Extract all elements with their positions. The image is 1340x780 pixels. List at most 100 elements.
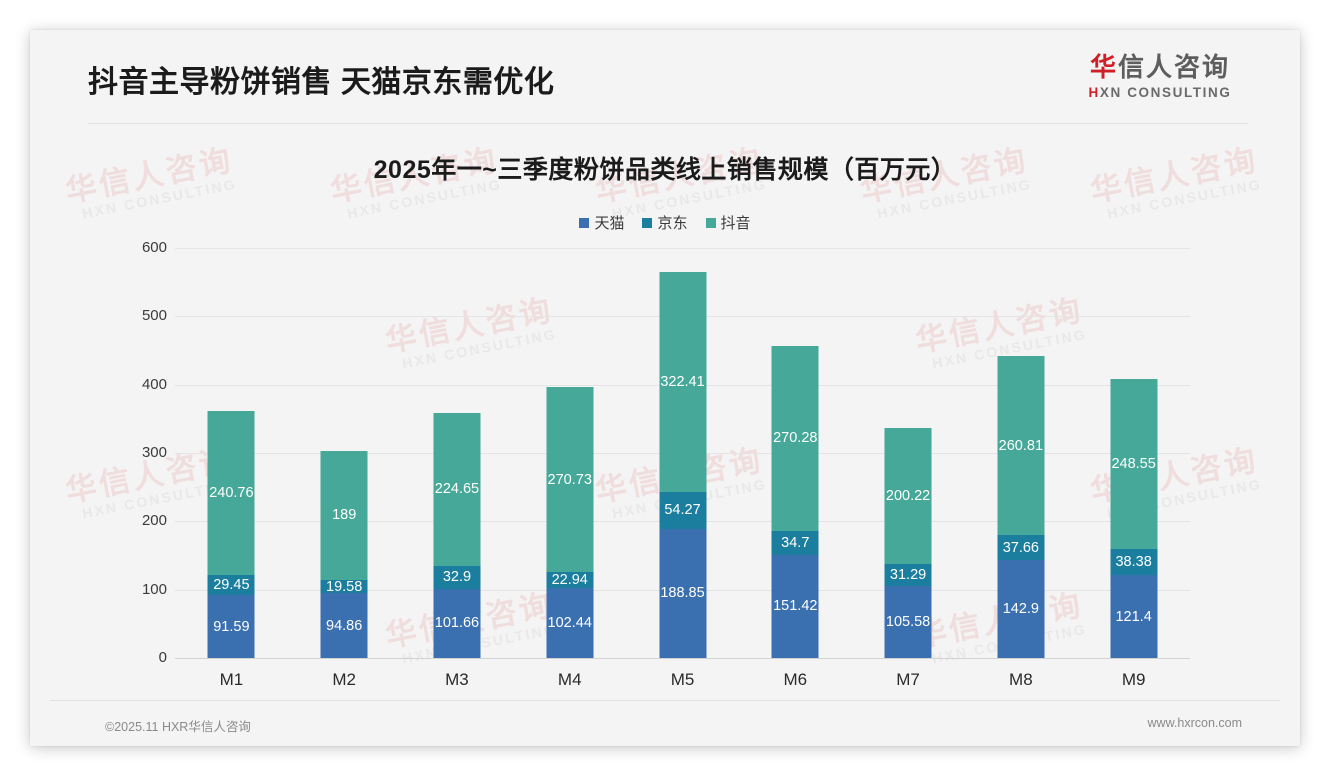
- bar-group-M8: 142.9 37.66 260.81 M8: [964, 248, 1077, 689]
- bar-value-label: 54.27: [664, 502, 701, 519]
- bar-segment-京东-M1[interactable]: 29.45: [207, 575, 255, 596]
- bar-value-label: 151.42: [773, 598, 818, 615]
- gridline-0: [175, 658, 1190, 659]
- bar-value-label: 188.85: [660, 585, 705, 602]
- x-axis-tick-label: M6: [783, 670, 808, 689]
- bar-segment-天猫-M5[interactable]: 188.85: [659, 528, 707, 658]
- x-axis-tick-label: M5: [670, 670, 695, 689]
- y-axis-tick-label: 600: [141, 239, 167, 256]
- bar-group-M5: 188.85 54.27 322.41 M5: [626, 248, 739, 689]
- bar-value-label: 32.9: [442, 569, 472, 586]
- y-axis-tick-label: 300: [141, 444, 167, 461]
- bar-stack[interactable]: 94.86 19.58 189: [320, 450, 368, 658]
- bar-value-label: 189: [332, 507, 357, 524]
- bar-value-label: 19.58: [326, 578, 363, 595]
- bar-stack[interactable]: 105.58 31.29 200.22: [884, 427, 932, 658]
- bar-value-label: 34.7: [781, 534, 810, 551]
- bar-value-label: 91.59: [213, 618, 250, 635]
- bar-value-label: 38.38: [1115, 553, 1152, 570]
- legend-label: 抖音: [720, 215, 751, 232]
- bar-group-M6: 151.42 34.7 270.28 M6: [739, 248, 852, 689]
- bar-stack[interactable]: 188.85 54.27 322.41: [659, 271, 707, 658]
- bar-segment-抖音-M2[interactable]: 189: [320, 450, 368, 580]
- chart-legend: 天猫 京东 抖音: [30, 212, 1300, 233]
- chart-title: 2025年一~三季度粉饼品类线上销售规模（百万元）: [373, 156, 957, 184]
- footer-divider: [50, 700, 1280, 701]
- y-axis-tick-label: 100: [141, 580, 167, 598]
- bar-segment-抖音-M4[interactable]: 270.73: [546, 387, 594, 573]
- legend-label: 京东: [657, 215, 688, 232]
- bar-segment-天猫-M9[interactable]: 121.4: [1110, 575, 1158, 658]
- bar-stack[interactable]: 102.44 22.94 270.73: [546, 387, 594, 658]
- bar-group-M3: 101.66 32.9 224.65 M3: [401, 248, 514, 689]
- bar-value-label: 224.65: [434, 481, 480, 498]
- bar-value-label: 121.4: [1115, 608, 1152, 625]
- legend-item-天猫[interactable]: 天猫: [579, 212, 624, 233]
- bar-group-M1: 91.59 29.45 240.76 M1: [175, 248, 288, 689]
- bar-segment-天猫-M6[interactable]: 151.42: [771, 554, 819, 658]
- x-axis-tick-label: M9: [1121, 670, 1146, 689]
- bar-value-label: 270.73: [547, 471, 592, 488]
- bar-segment-抖音-M5[interactable]: 322.41: [659, 271, 707, 492]
- footer-website[interactable]: www.hxrcon.com: [1147, 716, 1242, 730]
- legend-label: 天猫: [594, 215, 625, 232]
- bar-segment-抖音-M9[interactable]: 248.55: [1110, 379, 1158, 549]
- logo-cn-rest: 信人咨询: [1118, 52, 1231, 82]
- bar-stack[interactable]: 101.66 32.9 224.65: [433, 412, 481, 658]
- footer-copyright: ©2025.11 HXR华信人咨询: [105, 720, 251, 734]
- bar-segment-京东-M3[interactable]: 32.9: [433, 566, 481, 589]
- bar-value-label: 322.41: [660, 373, 705, 390]
- company-logo: 华信人咨询 HXN CONSULTING: [1070, 52, 1250, 102]
- bar-segment-天猫-M4[interactable]: 102.44: [546, 588, 594, 658]
- bar-segment-京东-M7[interactable]: 31.29: [884, 564, 932, 586]
- bar-segment-抖音-M6[interactable]: 270.28: [771, 346, 819, 531]
- bar-value-label: 105.58: [885, 613, 931, 630]
- bar-value-label: 37.66: [1002, 539, 1039, 556]
- x-axis-tick-label: M8: [1009, 670, 1033, 689]
- bar-value-label: 200.22: [885, 488, 931, 505]
- bar-segment-天猫-M7[interactable]: 105.58: [884, 585, 932, 658]
- card-header: 抖音主导粉饼销售 天猫京东需优化 华信人咨询 HXN CONSULTING: [30, 30, 1300, 123]
- bar-segment-京东-M6[interactable]: 34.7: [771, 530, 819, 555]
- bar-segment-京东-M8[interactable]: 37.66: [997, 534, 1045, 561]
- bar-group-M9: 121.4 38.38 248.55 M9: [1077, 248, 1190, 689]
- bar-segment-抖音-M7[interactable]: 200.22: [884, 427, 932, 565]
- bar-segment-抖音-M1[interactable]: 240.76: [207, 410, 255, 576]
- x-axis-tick-label: M1: [219, 670, 244, 689]
- bar-segment-抖音-M3[interactable]: 224.65: [433, 412, 481, 567]
- bar-stack[interactable]: 121.4 38.38 248.55: [1110, 379, 1158, 658]
- bar-group-M7: 105.58 31.29 200.22 M7: [852, 248, 965, 689]
- bar-group-M4: 102.44 22.94 270.73 M4: [513, 248, 626, 689]
- bar-value-label: 22.94: [551, 572, 588, 589]
- y-axis-tick-label: 400: [141, 375, 167, 393]
- bar-segment-京东-M9[interactable]: 38.38: [1110, 548, 1158, 576]
- y-axis-tick-label: 0: [158, 649, 167, 666]
- header-divider: [88, 123, 1248, 124]
- bar-stack[interactable]: 151.42 34.7 270.28: [771, 346, 819, 658]
- bar-segment-天猫-M3[interactable]: 101.66: [433, 588, 481, 658]
- bar-value-label: 240.76: [209, 485, 254, 502]
- logo-en-rest: XN CONSULTING: [1099, 85, 1232, 100]
- logo-cn-red-char: 华: [1089, 52, 1118, 82]
- legend-swatch-icon: [705, 217, 716, 228]
- bar-stack[interactable]: 91.59 29.45 240.76: [207, 410, 255, 658]
- bar-value-label: 29.45: [213, 577, 250, 594]
- bar-stack[interactable]: 142.9 37.66 260.81: [997, 356, 1045, 658]
- legend-item-京东[interactable]: 京东: [642, 212, 688, 233]
- page-title: 抖音主导粉饼销售 天猫京东需优化: [88, 66, 555, 99]
- bar-segment-京东-M5[interactable]: 54.27: [659, 491, 707, 529]
- bar-segment-京东-M4[interactable]: 22.94: [546, 572, 594, 589]
- bar-segment-京东-M2[interactable]: 19.58: [320, 578, 368, 595]
- y-axis-tick-label: 200: [141, 512, 167, 530]
- bar-segment-天猫-M2[interactable]: 94.86: [320, 593, 368, 658]
- report-card: 抖音主导粉饼销售 天猫京东需优化 华信人咨询 HXN CONSULTING 华信…: [30, 30, 1300, 746]
- bar-segment-天猫-M8[interactable]: 142.9: [997, 560, 1045, 658]
- legend-swatch-icon: [579, 217, 590, 228]
- legend-swatch-icon: [642, 217, 653, 228]
- chart-plot-area: 0 100 200 300 400 500 600 91.59 29.45 240.76 M1 94…: [130, 239, 1260, 689]
- gridline-600: [175, 248, 1190, 249]
- bar-segment-抖音-M8[interactable]: 260.81: [997, 356, 1045, 535]
- bar-segment-天猫-M1[interactable]: 91.59: [207, 595, 255, 658]
- legend-item-抖音[interactable]: 抖音: [705, 212, 751, 233]
